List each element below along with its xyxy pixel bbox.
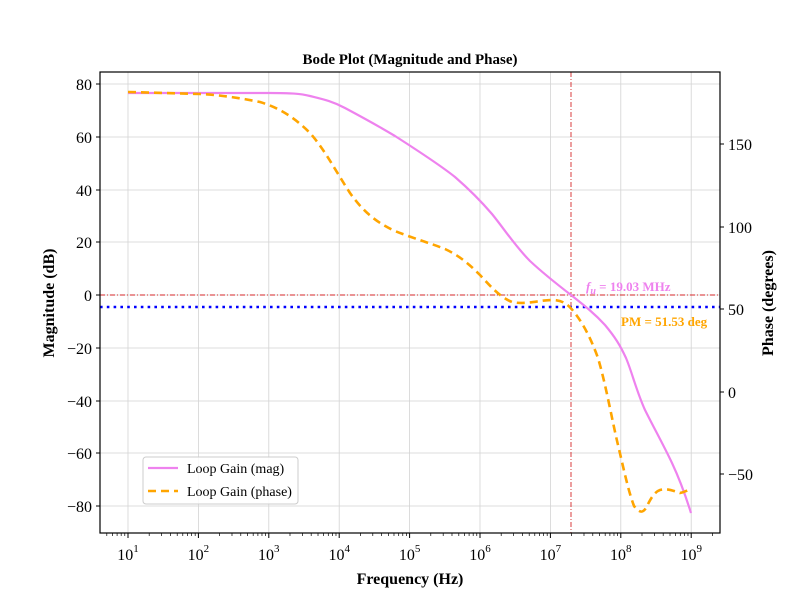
x-minor-ticks xyxy=(106,533,713,536)
svg-text:106: 106 xyxy=(469,543,491,564)
left-y-tick-labels: 80 60 40 20 0 −20 −40 −60 −80 xyxy=(67,77,92,516)
svg-text:50: 50 xyxy=(728,302,744,319)
legend: Loop Gain (mag) Loop Gain (phase) xyxy=(142,456,299,505)
svg-text:−40: −40 xyxy=(67,394,92,411)
svg-text:102: 102 xyxy=(188,543,210,564)
svg-text:100: 100 xyxy=(728,220,752,237)
svg-text:−50: −50 xyxy=(728,467,753,484)
svg-text:107: 107 xyxy=(540,543,562,564)
phase-curve xyxy=(127,90,692,513)
svg-text:−80: −80 xyxy=(67,499,92,516)
right-y-tick-labels: 150 100 50 0 −50 xyxy=(728,137,753,484)
crossover-frequency-annotation: fu = 19.03 MHz xyxy=(586,279,671,297)
legend-mag-label: Loop Gain (mag) xyxy=(187,462,285,477)
x-axis xyxy=(127,533,692,538)
chart-title: Bode Plot (Magnitude and Phase) xyxy=(302,52,517,68)
left-y-axis-label: Magnitude (dB) xyxy=(41,249,58,358)
svg-text:0: 0 xyxy=(84,288,92,305)
svg-text:103: 103 xyxy=(258,543,280,564)
svg-text:80: 80 xyxy=(76,77,92,94)
svg-text:104: 104 xyxy=(328,543,350,564)
svg-text:60: 60 xyxy=(76,130,92,147)
right-y-axis xyxy=(720,143,724,475)
svg-text:150: 150 xyxy=(728,137,752,154)
legend-phase-label: Loop Gain (phase) xyxy=(187,485,292,500)
left-y-axis xyxy=(96,83,100,507)
svg-text:−20: −20 xyxy=(67,341,92,358)
phase-margin-annotation: PM = 51.53 deg xyxy=(621,314,708,329)
svg-text:108: 108 xyxy=(610,543,632,564)
svg-text:40: 40 xyxy=(76,183,92,200)
svg-text:109: 109 xyxy=(680,543,702,564)
svg-text:101: 101 xyxy=(117,543,139,564)
magnitude-curve xyxy=(128,91,693,514)
svg-text:0: 0 xyxy=(728,385,736,402)
svg-text:105: 105 xyxy=(399,543,421,564)
x-tick-labels: 101 102 103 104 105 106 107 108 109 xyxy=(117,543,702,564)
right-y-axis-label: Phase (degrees) xyxy=(760,250,777,356)
svg-text:−60: −60 xyxy=(67,446,92,463)
x-axis-label: Frequency (Hz) xyxy=(357,571,464,588)
svg-text:20: 20 xyxy=(76,235,92,252)
